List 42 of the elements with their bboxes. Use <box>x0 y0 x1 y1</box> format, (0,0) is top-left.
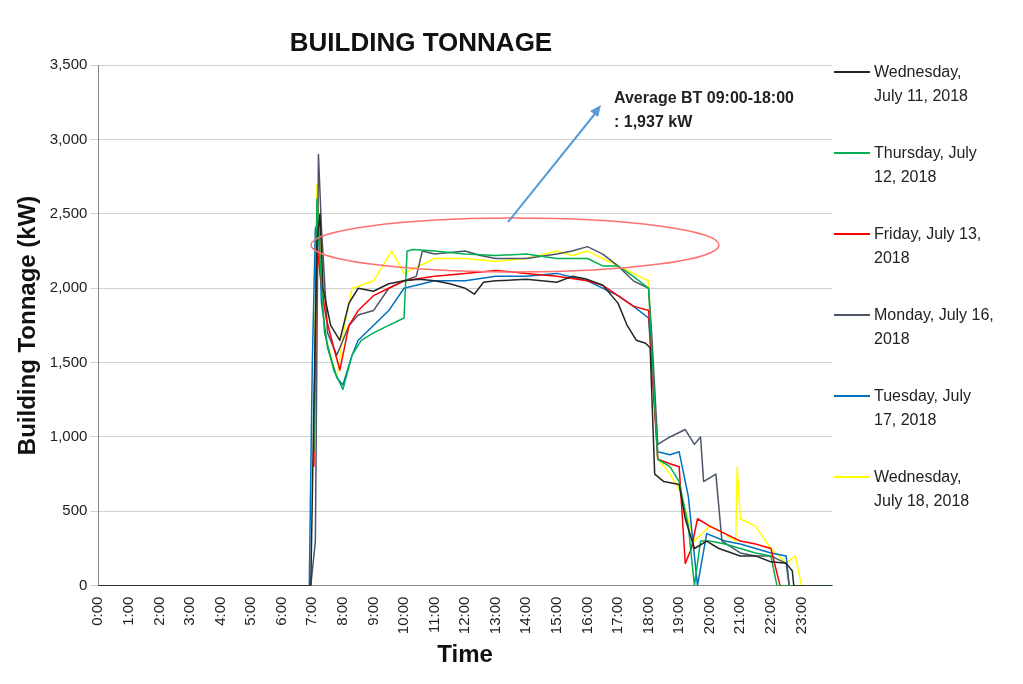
x-tick-label: 9:00 <box>363 596 381 626</box>
x-tick-label: 4:00 <box>210 596 228 626</box>
x-tick-label: 5:00 <box>241 596 259 626</box>
x-tick-label: 2:00 <box>149 596 167 626</box>
legend-label: Wednesday, July 18, 2018 <box>874 467 971 511</box>
x-tick-label: 15:00 <box>547 596 565 635</box>
x-tick-label: 3:00 <box>180 596 198 626</box>
x-tick-label: 13:00 <box>485 596 503 635</box>
y-tick-label: 1,000 <box>49 427 88 445</box>
y-tick-label: 0 <box>78 575 88 593</box>
x-tick-label: 22:00 <box>761 596 778 635</box>
x-tick-label: 20:00 <box>699 596 717 635</box>
x-axis-title: Time <box>437 640 493 668</box>
x-tick-label: 0:00 <box>88 596 106 626</box>
legend-label: Friday, July 13, 2018 <box>874 224 983 268</box>
x-tick-label: 18:00 <box>638 596 656 635</box>
x-tick-label: 21:00 <box>730 596 748 635</box>
x-tick-label: 19:00 <box>669 596 687 635</box>
x-tick-label: 16:00 <box>577 596 595 635</box>
y-tick-label: 1,500 <box>49 352 88 370</box>
chart-title: BUILDING TONNAGE <box>289 26 553 57</box>
legend-label: Thursday, July 12, 2018 <box>874 143 978 187</box>
legend-label: Wednesday, July 11, 2018 <box>874 62 969 106</box>
y-tick-label: 2,500 <box>49 204 88 222</box>
x-tick-label: 17:00 <box>608 596 626 635</box>
x-tick-label: 12:00 <box>455 596 473 635</box>
x-tick-label: 6:00 <box>271 596 289 626</box>
y-tick-label: 3,000 <box>49 129 88 147</box>
x-tick-label: 14:00 <box>516 596 534 635</box>
x-tick-label: 10:00 <box>394 596 412 635</box>
y-tick-label: 2,000 <box>49 278 88 296</box>
annotation: Average BT 09:00-18:00 : 1,937 kW <box>614 88 794 132</box>
legend-label: Tuesday, July 17, 2018 <box>874 386 972 430</box>
y-axis-title: Building Tonnage (kW) <box>13 195 41 456</box>
y-tick-label: 3,500 <box>49 55 88 73</box>
x-tick-label: 1:00 <box>119 596 137 626</box>
y-tick-label: 500 <box>62 501 88 519</box>
x-tick-label: 11:00 <box>424 596 442 634</box>
x-tick-label: 8:00 <box>333 596 351 626</box>
x-tick-label: 7:00 <box>302 596 320 626</box>
legend-label: Monday, July 16, 2018 <box>874 305 994 349</box>
x-tick-label: 23:00 <box>791 596 809 635</box>
